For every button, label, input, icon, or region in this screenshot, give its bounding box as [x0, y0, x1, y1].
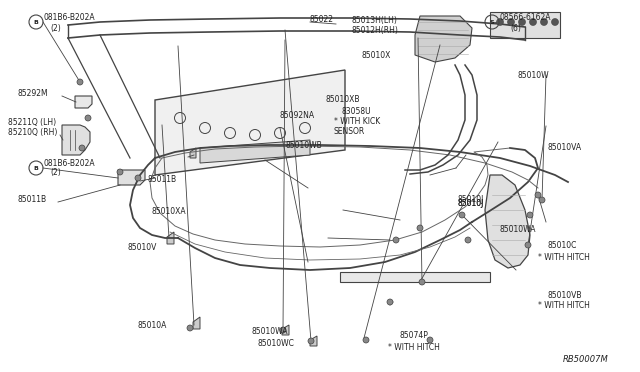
Text: 85010A: 85010A: [138, 321, 168, 330]
Polygon shape: [118, 170, 145, 185]
Circle shape: [417, 225, 423, 231]
Circle shape: [187, 325, 193, 331]
Circle shape: [308, 338, 314, 344]
Polygon shape: [282, 325, 289, 335]
Circle shape: [77, 79, 83, 85]
Text: 85092NA: 85092NA: [280, 112, 315, 121]
Text: 85010J: 85010J: [458, 199, 484, 208]
Polygon shape: [193, 317, 200, 329]
Text: 85012H(RH): 85012H(RH): [352, 26, 399, 35]
Circle shape: [85, 115, 91, 121]
Text: 85011B: 85011B: [18, 196, 47, 205]
Polygon shape: [310, 336, 317, 346]
Circle shape: [525, 242, 531, 248]
Text: 85010W: 85010W: [518, 71, 550, 80]
Text: 85022: 85022: [310, 16, 334, 25]
Text: 85210Q (RH): 85210Q (RH): [8, 128, 58, 137]
Text: 85010V: 85010V: [128, 244, 157, 253]
Circle shape: [79, 145, 85, 151]
Text: (2): (2): [50, 23, 61, 32]
Circle shape: [539, 197, 545, 203]
Text: * WITH HITCH: * WITH HITCH: [388, 343, 440, 352]
Text: SENSOR: SENSOR: [334, 128, 365, 137]
Circle shape: [552, 19, 559, 26]
Text: 85010J: 85010J: [458, 199, 484, 208]
Polygon shape: [485, 175, 530, 268]
Text: B: B: [33, 19, 38, 25]
Circle shape: [393, 237, 399, 243]
Text: (2): (2): [50, 169, 61, 177]
Text: 081B6-B202A: 081B6-B202A: [44, 13, 95, 22]
Circle shape: [363, 337, 369, 343]
Polygon shape: [62, 125, 90, 155]
Text: 85074P: 85074P: [400, 331, 429, 340]
Text: S: S: [490, 19, 494, 25]
Text: 85010WA: 85010WA: [252, 327, 289, 337]
Text: 85010XA: 85010XA: [152, 208, 187, 217]
Text: 85010XB: 85010XB: [325, 96, 360, 105]
Polygon shape: [340, 272, 490, 282]
Text: 85010WB: 85010WB: [285, 141, 322, 150]
Text: 08566-6162A: 08566-6162A: [500, 13, 552, 22]
Circle shape: [527, 212, 533, 218]
Circle shape: [518, 19, 525, 26]
Text: (6): (6): [510, 23, 521, 32]
Text: 85013H(LH): 85013H(LH): [352, 16, 398, 25]
Circle shape: [135, 175, 141, 181]
Text: 85010WC: 85010WC: [258, 340, 295, 349]
Polygon shape: [200, 140, 310, 163]
Circle shape: [497, 19, 504, 26]
Circle shape: [117, 169, 123, 175]
Polygon shape: [167, 232, 174, 244]
Text: 85211Q (LH): 85211Q (LH): [8, 118, 56, 126]
Text: * WITH HITCH: * WITH HITCH: [538, 301, 590, 311]
Circle shape: [280, 327, 286, 333]
Circle shape: [529, 19, 536, 26]
Circle shape: [387, 299, 393, 305]
Polygon shape: [75, 96, 92, 108]
Text: B: B: [33, 166, 38, 170]
Text: 83058U: 83058U: [342, 108, 372, 116]
Text: 85010J: 85010J: [458, 196, 484, 205]
Text: * WITH HITCH: * WITH HITCH: [538, 253, 590, 262]
Polygon shape: [415, 16, 472, 62]
Text: 85292M: 85292M: [18, 90, 49, 99]
Text: 081B6-B202A: 081B6-B202A: [44, 158, 95, 167]
Circle shape: [508, 19, 515, 26]
Circle shape: [465, 237, 471, 243]
Text: 85010VB: 85010VB: [548, 291, 582, 299]
Text: 85010X: 85010X: [362, 51, 392, 61]
Circle shape: [427, 337, 433, 343]
Text: 85010VA: 85010VA: [548, 144, 582, 153]
Text: * WITH KICK: * WITH KICK: [334, 118, 380, 126]
Circle shape: [535, 192, 541, 198]
Circle shape: [541, 19, 547, 26]
Text: 85011B: 85011B: [148, 174, 177, 183]
Text: RB50007M: RB50007M: [563, 356, 609, 365]
Polygon shape: [155, 70, 345, 175]
Polygon shape: [190, 148, 196, 158]
Circle shape: [419, 279, 425, 285]
Text: 85010C: 85010C: [548, 241, 577, 250]
Polygon shape: [490, 12, 560, 38]
Circle shape: [459, 212, 465, 218]
Text: 85010WA: 85010WA: [500, 225, 536, 234]
